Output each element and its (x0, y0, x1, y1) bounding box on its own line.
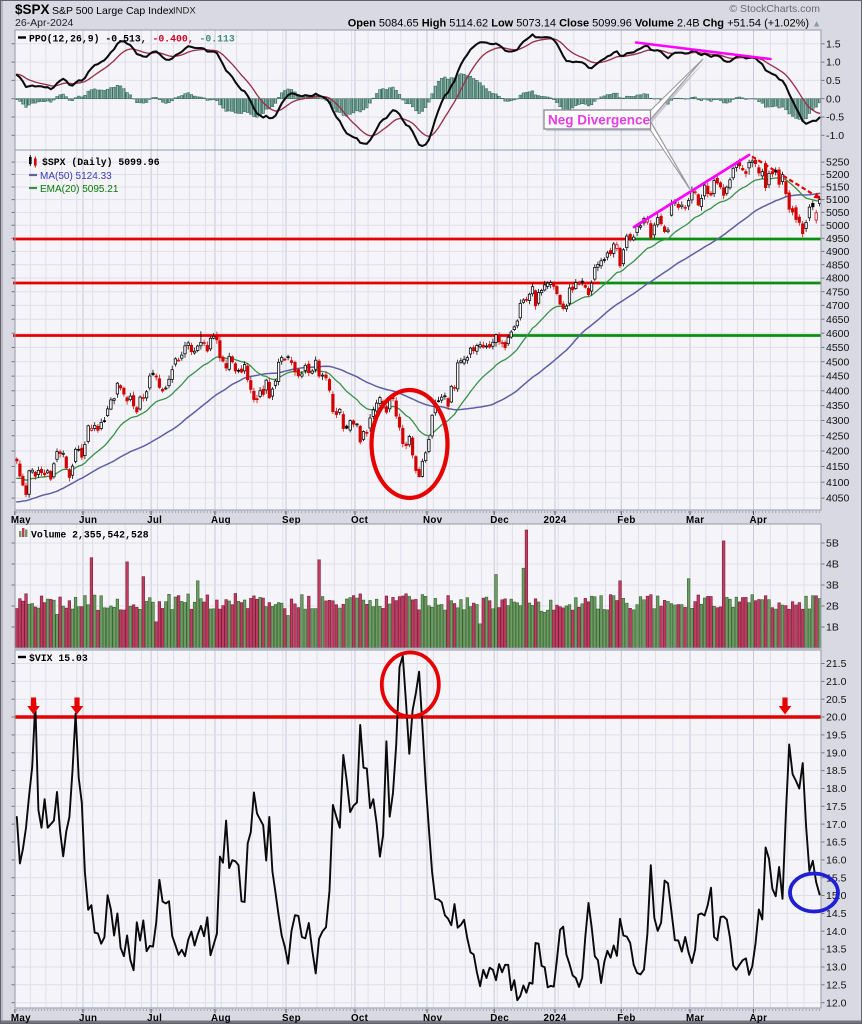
svg-text:4600: 4600 (826, 328, 850, 340)
svg-text:Feb: Feb (617, 1013, 635, 1024)
svg-text:4800: 4800 (826, 273, 850, 285)
svg-text:12.0: 12.0 (826, 997, 847, 1009)
svg-text:5200: 5200 (826, 169, 850, 181)
svg-text:EMA(20) 5095.21: EMA(20) 5095.21 (40, 184, 119, 195)
svg-text:Neg Divergence: Neg Divergence (548, 113, 651, 128)
svg-text:17.0: 17.0 (826, 819, 847, 831)
svg-text:12.5: 12.5 (826, 979, 847, 991)
svg-text:Oct: Oct (351, 515, 369, 526)
svg-text:4500: 4500 (826, 356, 850, 368)
svg-text:Jun: Jun (79, 1013, 97, 1024)
svg-text:5000: 5000 (826, 220, 850, 232)
svg-text:17.5: 17.5 (826, 801, 847, 813)
svg-text:20.5: 20.5 (826, 694, 847, 706)
svg-text:16.5: 16.5 (826, 837, 847, 849)
svg-text:Apr: Apr (750, 1013, 768, 1024)
svg-text:3B: 3B (826, 580, 839, 592)
svg-text:Dec: Dec (490, 515, 509, 526)
svg-text:14.5: 14.5 (826, 908, 847, 920)
svg-text:-0.5: -0.5 (826, 112, 844, 124)
svg-text:Dec: Dec (490, 1013, 509, 1024)
svg-text:4300: 4300 (826, 415, 850, 427)
svg-text:4700: 4700 (826, 300, 850, 312)
svg-text:19.5: 19.5 (826, 730, 847, 742)
svg-text:Nov: Nov (423, 1013, 443, 1024)
svg-text:PPO(12,26,9) -0.513, -0.400, -: PPO(12,26,9) -0.513, -0.400, -0.113 (29, 34, 235, 45)
svg-text:Apr: Apr (750, 515, 768, 526)
svg-text:Aug: Aug (211, 1013, 231, 1024)
svg-text:0.0: 0.0 (826, 93, 841, 105)
svg-text:$SPX: $SPX (15, 2, 50, 17)
svg-text:4850: 4850 (826, 259, 850, 271)
svg-text:Volume 2,355,542,528: Volume 2,355,542,528 (31, 530, 149, 541)
svg-text:$VIX 15.03: $VIX 15.03 (29, 653, 88, 664)
svg-text:-1.0: -1.0 (826, 130, 844, 142)
svg-text:1.5: 1.5 (826, 38, 841, 50)
svg-text:4B: 4B (826, 559, 839, 571)
svg-text:5B: 5B (826, 538, 839, 550)
svg-text:4950: 4950 (826, 233, 850, 245)
svg-text:Sep: Sep (282, 515, 301, 526)
svg-text:5100: 5100 (826, 194, 850, 206)
svg-text:5250: 5250 (826, 157, 850, 169)
svg-text:S&P 500 Large Cap Index: S&P 500 Large Cap Index (52, 5, 175, 17)
svg-text:Mar: Mar (686, 515, 704, 526)
svg-text:5050: 5050 (826, 207, 850, 219)
svg-text:1.0: 1.0 (826, 57, 841, 69)
svg-text:4200: 4200 (826, 446, 850, 458)
svg-text:Aug: Aug (211, 515, 231, 526)
svg-text:Mar: Mar (686, 1013, 704, 1024)
svg-text:2024: 2024 (544, 1013, 567, 1024)
svg-text:13.5: 13.5 (826, 944, 847, 956)
svg-text:14.0: 14.0 (826, 926, 847, 938)
svg-text:13.0: 13.0 (826, 962, 847, 974)
svg-text:1B: 1B (826, 622, 839, 634)
svg-text:21.0: 21.0 (826, 676, 847, 688)
svg-text:4100: 4100 (826, 477, 850, 489)
svg-text:May: May (11, 1013, 31, 1024)
svg-text:4450: 4450 (826, 371, 850, 383)
svg-text:19.0: 19.0 (826, 747, 847, 759)
svg-text:Oct: Oct (351, 1013, 369, 1024)
svg-text:Feb: Feb (617, 515, 635, 526)
svg-text:4650: 4650 (826, 314, 850, 326)
svg-text:18.5: 18.5 (826, 765, 847, 777)
svg-text:Jul: Jul (147, 515, 162, 526)
svg-text:4050: 4050 (826, 493, 850, 505)
svg-text:Open 5084.65 High 5114.62 Low: Open 5084.65 High 5114.62 Low 5073.14 Cl… (348, 18, 821, 30)
svg-text:May: May (11, 515, 31, 526)
svg-text:16.0: 16.0 (826, 855, 847, 867)
svg-text:4750: 4750 (826, 286, 850, 298)
svg-text:4350: 4350 (826, 400, 850, 412)
svg-text:Jul: Jul (147, 1013, 162, 1024)
svg-text:20.0: 20.0 (826, 712, 847, 724)
svg-text:MA(50) 5124.33: MA(50) 5124.33 (40, 171, 112, 182)
svg-text:$SPX (Daily) 5099.96: $SPX (Daily) 5099.96 (42, 157, 160, 168)
svg-text:5150: 5150 (826, 182, 850, 194)
svg-text:4400: 4400 (826, 385, 850, 397)
svg-text:Sep: Sep (282, 1013, 301, 1024)
svg-text:4550: 4550 (826, 342, 850, 354)
svg-text:18.0: 18.0 (826, 783, 847, 795)
svg-text:Jun: Jun (79, 515, 97, 526)
svg-text:26-Apr-2024: 26-Apr-2024 (15, 17, 74, 29)
svg-text:4900: 4900 (826, 246, 850, 258)
svg-text:21.5: 21.5 (826, 658, 847, 670)
svg-text:2B: 2B (826, 601, 839, 613)
svg-text:0.5: 0.5 (826, 75, 841, 87)
svg-text:4150: 4150 (826, 461, 850, 473)
svg-text:4250: 4250 (826, 430, 850, 442)
svg-text:Nov: Nov (423, 515, 443, 526)
svg-text:© StockCharts.com: © StockCharts.com (729, 3, 820, 15)
svg-text:INDX: INDX (173, 6, 196, 17)
svg-text:2024: 2024 (544, 515, 567, 526)
